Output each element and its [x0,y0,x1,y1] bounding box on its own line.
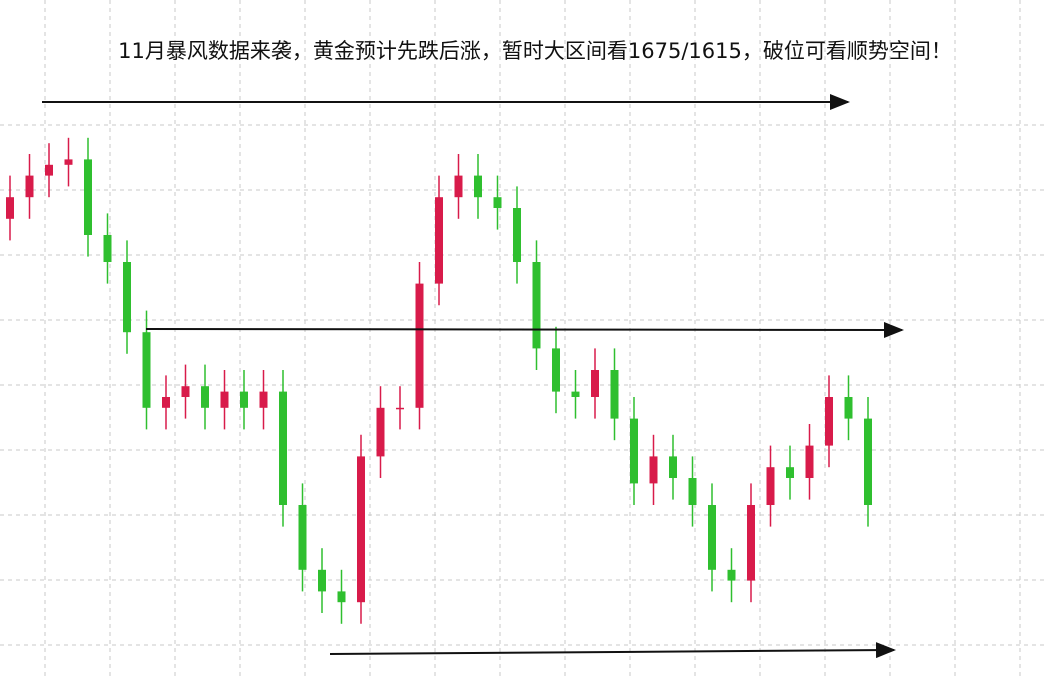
candle-body [805,445,814,478]
candle-body [279,391,287,505]
candle-body [688,478,697,505]
candle-body [610,370,619,419]
candle-body [864,418,872,505]
candle-body [649,456,658,484]
candle-body [591,370,599,397]
candle-body [162,397,170,408]
candle-body [84,159,92,235]
candle-body [357,456,365,603]
candle-body [786,467,794,478]
candle-body [454,175,463,198]
candle-body [669,456,677,478]
candle-body [123,262,131,333]
candle-body [103,235,112,262]
arrow [145,321,904,338]
candle-body [532,262,541,349]
candle-body [571,391,580,397]
candle-body [415,283,424,408]
candle-body [474,175,482,198]
candle-body [513,208,521,262]
candle-body [396,407,404,410]
candle-body [6,197,14,219]
candle-body [220,391,229,408]
candle-body [630,418,638,484]
candle-body [240,391,248,408]
candle-body [298,505,307,570]
arrow [329,642,896,659]
candle-body [708,505,716,570]
candle-body [376,407,385,457]
candle-body [337,591,346,603]
candle-body [64,159,73,165]
candle-body [844,397,853,419]
candle-body [727,569,736,581]
candle-body [201,386,209,408]
candle-body [825,397,833,446]
candle-body [25,175,34,198]
candle-body [181,386,190,397]
candles [6,137,872,624]
chart-title: 11月暴风数据来袭，黄金预计先跌后涨，暂时大区间看1675/1615，破位可看顺… [118,39,952,63]
candle-body [45,164,53,176]
candle-body [435,197,443,284]
candle-body [493,197,502,208]
candle-body [552,348,560,392]
candle-body [259,391,268,408]
candle-body [142,332,151,408]
candle-body [318,569,326,592]
candle-body [747,505,755,581]
candle-body [766,467,775,505]
